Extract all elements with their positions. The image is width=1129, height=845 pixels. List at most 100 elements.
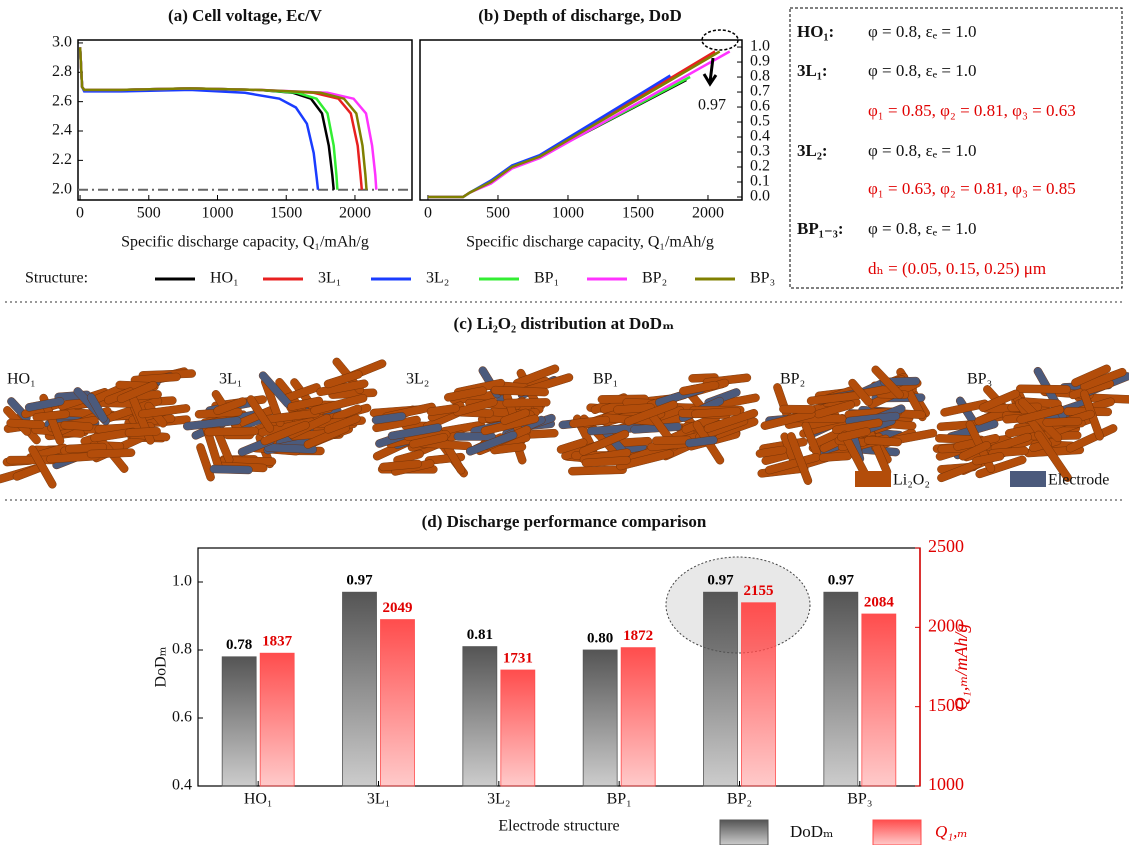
plot-frame [198, 548, 920, 786]
y-tick-label: 0.2 [750, 158, 770, 175]
parameter-text: φ = 0.8, εₑ = 1.0 [868, 219, 976, 238]
structure-label: BP₁ [593, 371, 618, 388]
value-label: 0.97 [828, 573, 855, 589]
y-tick-label: 0.4 [750, 128, 770, 145]
y-tick-label: 3.0 [52, 34, 72, 51]
legend-label: BP₃ [750, 270, 775, 287]
figure: (a) Cell voltage, Ec/V (b) Depth of disc… [0, 0, 1129, 845]
legend-swatch [1010, 471, 1046, 487]
fiber [503, 398, 551, 407]
value-label: 1731 [503, 650, 533, 666]
value-label: 0.78 [226, 637, 252, 653]
x-axis-label: Electrode structure [498, 818, 619, 835]
panel-d-title: (d) Discharge performance comparison [422, 512, 707, 531]
x-tick-label: 1500 [270, 205, 302, 222]
fiber [210, 465, 253, 474]
y2-tick-label: 2000 [928, 615, 964, 635]
y-tick-label: 0.4 [172, 777, 192, 794]
x-tick-label: 1000 [552, 205, 584, 222]
bar [824, 592, 858, 786]
legend-label: Q₁,ₘ [935, 822, 968, 841]
legend-swatch [720, 820, 768, 845]
y2-tick-label: 1000 [928, 774, 964, 794]
value-label: 0.81 [467, 627, 493, 643]
bar [742, 603, 776, 786]
fiber-image [556, 373, 760, 475]
x-axis-label: Specific discharge capacity, Q₁/mAh/g [466, 234, 714, 251]
panel-c-title: (c) Li₂O₂ distribution at DoDₘ [454, 314, 675, 333]
bar [222, 657, 256, 786]
y2-tick-label: 2500 [928, 536, 964, 556]
parameter-note: dₕ = (0.05, 0.15, 0.25) μm [868, 259, 1046, 278]
legend-label: DoDₘ [790, 822, 833, 841]
y-tick-label: 0.5 [750, 113, 770, 130]
structure-label: 3L₂ [406, 371, 429, 388]
series-line [80, 47, 337, 189]
x-tick-label: 3L₂ [487, 791, 510, 808]
bar [381, 620, 415, 786]
y-tick-label: 2.0 [52, 180, 72, 197]
y-tick-label: 2.8 [52, 63, 72, 80]
y-tick-label: 1.0 [750, 38, 770, 55]
x-tick-label: 1500 [622, 205, 654, 222]
parameter-text: φ = 0.8, εₑ = 1.0 [868, 141, 976, 160]
x-tick-label: BP₃ [847, 791, 872, 808]
y-tick-label: 1.0 [172, 573, 192, 590]
bar [621, 648, 655, 786]
parameter-label: BP₁₋₃: [797, 219, 844, 238]
legend-label: Li₂O₂ [893, 472, 930, 489]
value-label: 0.80 [587, 630, 613, 646]
structure-label: BP₂ [780, 371, 805, 388]
legend-label: 3L₁ [318, 270, 341, 287]
plot-frame [78, 40, 412, 200]
y-axis-label: DoDₘ [153, 646, 170, 687]
x-tick-label: 500 [486, 205, 510, 222]
y-tick-label: 0.0 [750, 188, 770, 205]
bar [501, 670, 535, 786]
bar [704, 592, 738, 786]
legend-title: Structure: [25, 270, 88, 287]
fiber [1016, 385, 1071, 394]
legend-label: Electrode [1048, 472, 1109, 489]
parameter-label: 3L₂: [797, 141, 828, 160]
series-line [428, 52, 715, 198]
bar [343, 592, 377, 786]
legend-swatch [873, 820, 921, 845]
x-tick-label: 2000 [339, 205, 371, 222]
fiber [204, 427, 259, 436]
panel-b-title: (b) Depth of discharge, DoD [478, 6, 682, 25]
series-line [428, 76, 670, 198]
x-tick-label: 0 [76, 205, 84, 222]
bar [583, 650, 617, 786]
y-tick-label: 0.6 [750, 98, 770, 115]
y-tick-label: 0.9 [750, 53, 770, 70]
parameter-note: φ₁ = 0.85, φ₂ = 0.81, φ₃ = 0.63 [868, 101, 1076, 120]
fiber-image [370, 364, 574, 479]
value-label: 1837 [262, 634, 293, 650]
parameter-label: HO₁: [797, 22, 834, 41]
x-tick-label: 2000 [692, 205, 724, 222]
x-tick-label: BP₁ [607, 791, 632, 808]
legend-swatch [855, 471, 891, 487]
y-tick-label: 0.7 [750, 83, 770, 100]
x-tick-label: 3L₁ [367, 791, 390, 808]
series-line [80, 47, 362, 189]
value-label: 2084 [864, 594, 895, 610]
x-tick-label: HO₁ [244, 791, 273, 808]
series-line [428, 52, 720, 198]
legend-label: 3L₂ [426, 270, 449, 287]
panel-a-title: (a) Cell voltage, Ec/V [168, 6, 323, 25]
fiber-image [933, 364, 1129, 484]
legend-label: BP₁ [534, 270, 559, 287]
structure-label: BP₃ [967, 371, 992, 388]
fiber [125, 427, 161, 437]
bar [862, 614, 896, 786]
y2-tick-label: 1500 [928, 695, 964, 715]
parameter-label: 3L₁: [797, 61, 828, 80]
annotation: 0.97 [698, 97, 726, 114]
structure-label: HO₁ [7, 371, 36, 388]
x-tick-label: BP₂ [727, 791, 752, 808]
series-line [80, 47, 334, 189]
series-line [80, 47, 318, 189]
y-tick-label: 0.3 [750, 143, 770, 160]
